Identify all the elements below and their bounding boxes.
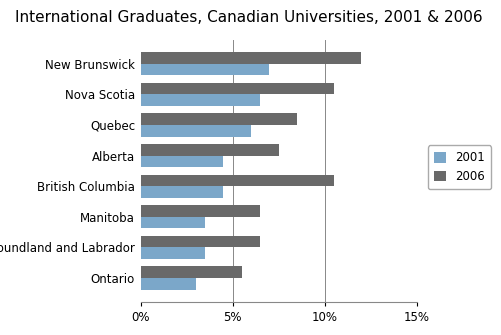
Bar	[140, 52, 361, 64]
Bar	[140, 266, 241, 278]
Bar	[140, 83, 333, 94]
Bar	[140, 236, 260, 247]
Bar	[140, 205, 260, 217]
Bar	[140, 175, 333, 186]
Bar	[140, 247, 204, 259]
Bar	[140, 64, 269, 75]
Bar	[140, 186, 223, 198]
Text: International Graduates, Canadian Universities, 2001 & 2006: International Graduates, Canadian Univer…	[15, 10, 482, 25]
Bar	[140, 217, 204, 228]
Bar	[140, 113, 297, 125]
Legend: 2001, 2006: 2001, 2006	[427, 145, 490, 189]
Bar	[140, 144, 278, 155]
Bar	[140, 155, 223, 167]
Bar	[140, 278, 195, 290]
Bar	[140, 125, 250, 137]
Bar	[140, 94, 260, 106]
